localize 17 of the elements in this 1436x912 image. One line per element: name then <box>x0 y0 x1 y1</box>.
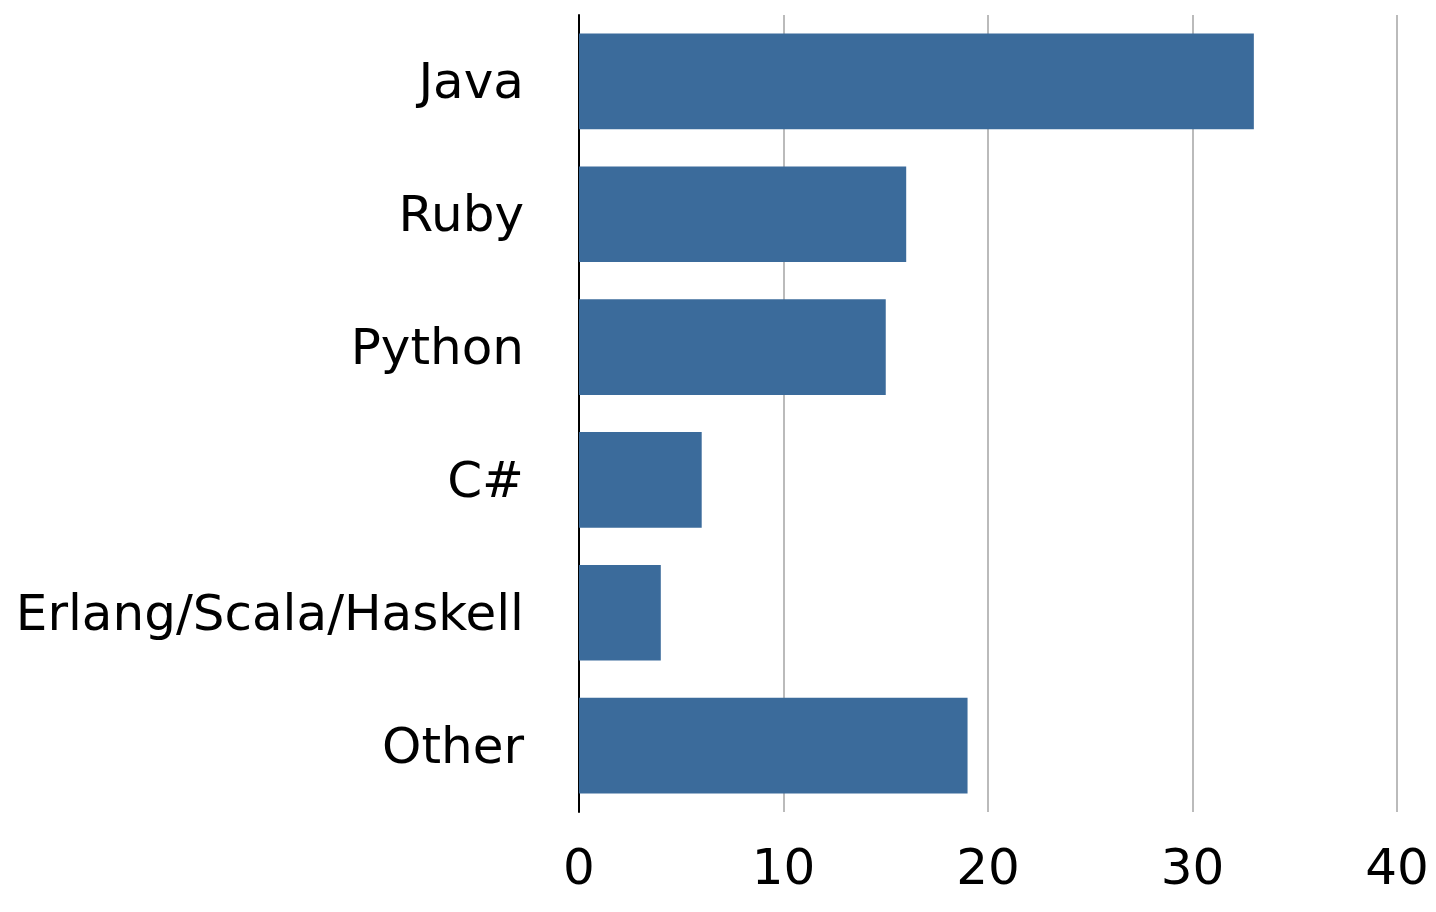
x-tick-label: 0 <box>563 838 595 896</box>
x-tick-label: 10 <box>751 838 816 896</box>
y-tick-label: Erlang/Scala/Haskell <box>15 583 524 642</box>
y-tick-label: Python <box>350 318 524 377</box>
y-tick-label: Ruby <box>398 185 524 244</box>
bar <box>579 432 702 528</box>
bar <box>579 166 907 263</box>
x-tick-label: 30 <box>1160 838 1225 896</box>
bar <box>579 697 968 794</box>
bar <box>579 33 1254 130</box>
x-tick-label: 20 <box>956 838 1020 896</box>
y-tick-label: Other <box>382 716 525 775</box>
bar <box>579 564 661 661</box>
y-tick-label: Java <box>415 52 524 111</box>
y-tick-label: C# <box>447 450 524 509</box>
x-tick-label: 40 <box>1365 838 1429 896</box>
bar <box>579 299 886 395</box>
